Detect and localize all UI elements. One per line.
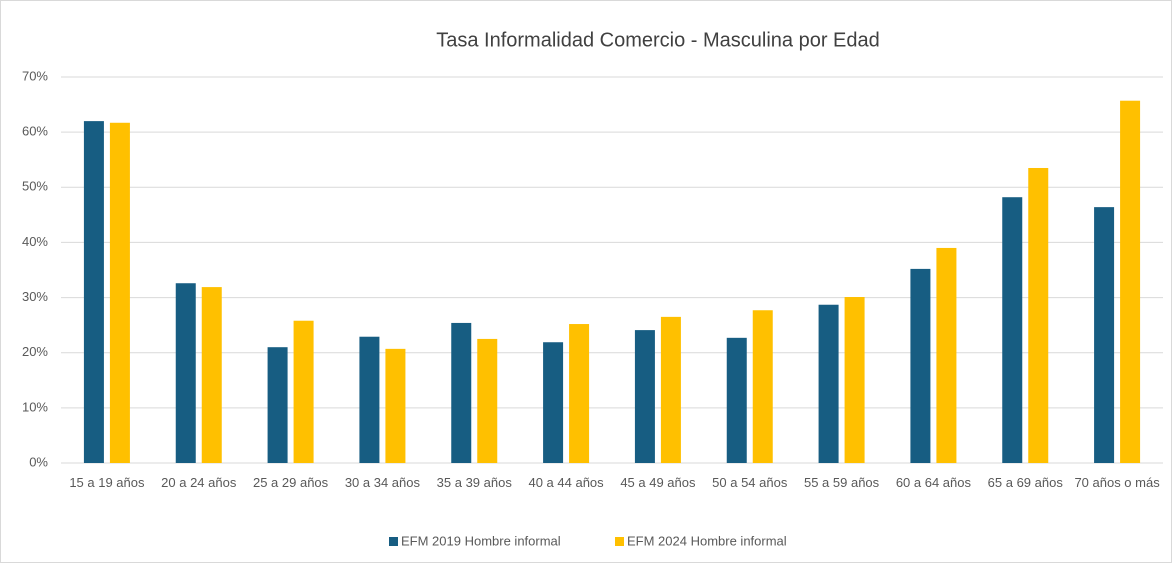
y-tick-label: 60% [22,124,48,139]
bar [267,347,288,463]
bar [385,348,406,463]
legend-swatch [615,537,624,546]
y-tick-label: 70% [22,68,48,83]
x-tick-label: 30 a 34 años [344,475,420,490]
x-tick-label: 50 a 54 años [712,475,788,490]
y-tick-label: 50% [22,179,48,194]
legend-swatch [389,537,398,546]
x-tick-label: 20 a 24 años [161,475,237,490]
bar [569,324,590,463]
bar [936,247,957,463]
bar [660,316,681,463]
x-tick-label: 35 a 39 años [436,475,512,490]
bar [726,337,747,463]
bar [1094,207,1115,463]
x-tick-label: 60 a 64 años [895,475,971,490]
bar [477,338,498,463]
chart-title: Tasa Informalidad Comercio - Masculina p… [436,29,880,51]
bar [1120,100,1141,463]
y-tick-label: 0% [29,454,48,469]
y-tick-label: 20% [22,344,48,359]
x-tick-label: 65 a 69 años [987,475,1063,490]
bar [1028,167,1049,463]
legend-label: EFM 2019 Hombre informal [401,533,561,548]
y-tick-label: 40% [22,234,48,249]
bar [1002,197,1023,463]
bar [359,336,380,463]
x-tick-label: 55 a 59 años [803,475,880,490]
bar [83,121,104,463]
x-tick-label: 70 años o más [1074,475,1160,490]
bar [752,310,773,463]
bar [451,322,472,463]
bar [844,297,865,463]
x-tick-label: 45 a 49 años [620,475,696,490]
bar [634,330,655,463]
x-tick-label: 40 a 44 años [528,475,604,490]
bar [910,268,931,463]
y-tick-label: 30% [22,289,48,304]
bar [818,304,839,463]
x-tick-label: 25 a 29 años [252,475,329,490]
bar [293,320,314,463]
x-tick-label: 15 a 19 años [69,475,145,490]
bar [109,122,130,464]
bar [201,287,222,463]
y-tick-label: 10% [22,399,48,414]
legend-label: EFM 2024 Hombre informal [627,533,787,548]
bar [175,283,196,463]
bar [543,342,564,463]
